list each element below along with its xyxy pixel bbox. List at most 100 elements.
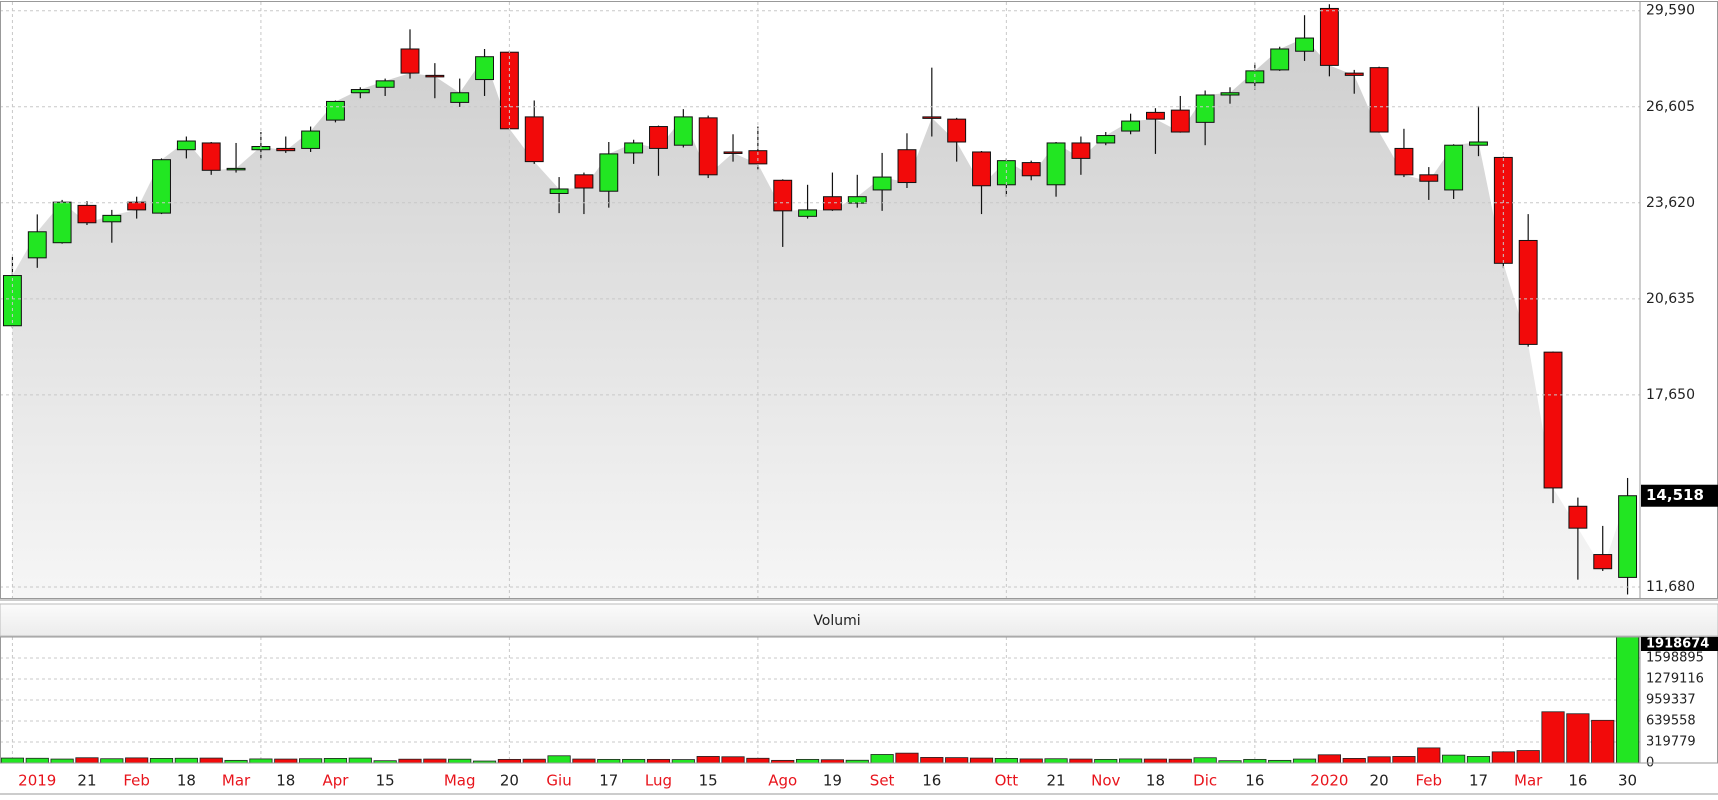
last-price-label: 14,518 — [1646, 486, 1704, 504]
candle-body — [922, 116, 942, 119]
volume-bar — [1417, 747, 1441, 764]
x-tick-label: 15 — [376, 772, 395, 790]
y-tick-label: 11,680 — [1646, 579, 1695, 595]
volume-bar — [1292, 758, 1317, 764]
volume-bar — [125, 757, 149, 764]
candle-body — [1071, 142, 1091, 159]
candle-body — [599, 153, 619, 192]
candle-body — [748, 150, 768, 165]
candle-body — [1369, 67, 1389, 133]
candle-body — [1344, 72, 1364, 76]
x-tick-label: 2019 — [18, 772, 56, 790]
x-tick-label: 18 — [1146, 772, 1165, 790]
candle-body — [847, 196, 867, 204]
x-tick-label: 2020 — [1310, 772, 1348, 790]
volume-bar — [870, 754, 894, 764]
candle-body — [1493, 156, 1513, 264]
volume-bar — [597, 758, 621, 764]
candle-body — [1096, 135, 1116, 144]
y-tick-label: 20,635 — [1646, 291, 1695, 307]
price-plot — [2, 4, 1638, 598]
candle-body — [400, 48, 420, 74]
volume-bar — [0, 757, 25, 764]
candle-body — [549, 188, 569, 194]
volume-bar — [75, 757, 99, 764]
volume-bar — [1442, 754, 1466, 764]
candle-body — [326, 100, 345, 121]
x-tick-label: 30 — [1618, 772, 1637, 790]
volume-bar — [969, 757, 994, 764]
volume-bar — [1094, 758, 1118, 764]
candle-body — [822, 196, 842, 211]
candle-body — [723, 151, 743, 154]
candle-body — [276, 147, 296, 152]
volume-bar — [920, 757, 944, 764]
x-tick-label: Giu — [546, 772, 571, 790]
volume-bar — [323, 758, 348, 764]
volume-bar — [1566, 713, 1590, 764]
candle-body — [872, 176, 892, 191]
y-tick-label: 17,650 — [1646, 387, 1695, 403]
volume-bar — [1615, 636, 1640, 764]
candle-body — [1319, 7, 1339, 66]
last-volume-label: 1918674 — [1646, 637, 1709, 652]
candle-body — [127, 201, 147, 211]
volume-bar — [199, 757, 223, 764]
x-tick-label: Set — [870, 772, 895, 790]
candle-body — [2, 275, 22, 327]
y-tick-label: 26,605 — [1646, 99, 1695, 115]
x-tick-label: 16 — [1245, 772, 1264, 790]
volume-bar — [497, 758, 521, 764]
candle-body — [450, 92, 470, 103]
x-tick-label: 15 — [699, 772, 718, 790]
x-tick-label: Feb — [123, 772, 150, 790]
candle-body — [375, 80, 395, 88]
candle-body — [1046, 142, 1066, 186]
volume-bar — [249, 758, 273, 764]
candle-body — [773, 179, 793, 212]
x-tick-label: 17 — [599, 772, 618, 790]
candle-body — [972, 151, 991, 187]
volume-bar — [1119, 758, 1143, 764]
candle-body — [574, 174, 594, 189]
x-tick-label: Feb — [1416, 772, 1443, 790]
candle-body — [1195, 94, 1215, 123]
candle-body — [624, 142, 644, 154]
candle-body — [27, 231, 47, 259]
x-tick-label: Mar — [1514, 772, 1543, 790]
x-tick-label: 17 — [1469, 772, 1488, 790]
volume-bar — [50, 758, 74, 764]
x-tick-label: Apr — [322, 772, 349, 790]
y-tick-label: 639558 — [1646, 714, 1696, 729]
volume-title: Volumi — [813, 613, 860, 629]
volume-bar — [1392, 756, 1416, 764]
candle-body — [1419, 174, 1439, 182]
volume-bar — [174, 757, 198, 764]
candle-body — [201, 142, 221, 171]
volume-bar — [1342, 758, 1366, 764]
volume-bar — [274, 758, 298, 764]
candle-body — [425, 74, 445, 78]
candle-body — [176, 140, 196, 151]
candle-body — [52, 201, 72, 244]
candle-body — [1121, 120, 1141, 132]
volume-bar — [1591, 719, 1615, 764]
volume-bar — [572, 758, 596, 764]
volume-bar — [547, 755, 571, 764]
candle-body — [1170, 109, 1190, 133]
candle-body — [1021, 162, 1041, 177]
volume-bar — [25, 757, 49, 764]
candle-body — [947, 118, 967, 143]
candle-body — [1518, 239, 1538, 345]
volume-bar — [1069, 758, 1093, 764]
candle-body — [649, 126, 668, 149]
volume-bar — [1243, 758, 1267, 764]
candle-body — [226, 167, 246, 171]
volume-bar — [299, 758, 323, 764]
x-tick-label: Mar — [222, 772, 251, 790]
candle-body — [1593, 554, 1613, 570]
candle-body — [1146, 111, 1165, 120]
candle-body — [1444, 144, 1464, 191]
y-tick-label: 319779 — [1646, 735, 1696, 750]
